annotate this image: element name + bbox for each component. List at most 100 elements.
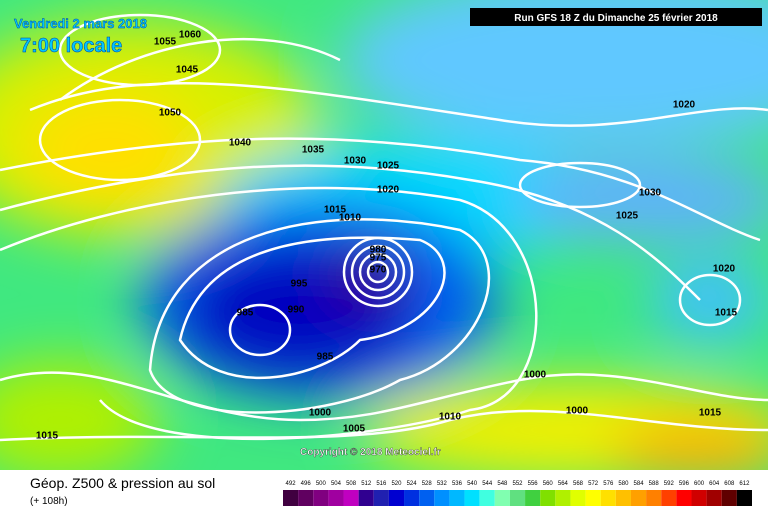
scale-swatch	[736, 490, 752, 506]
isobar-label: 1015	[699, 408, 722, 419]
isobar-label: 1020	[713, 264, 736, 275]
isobar-label: 1010	[339, 213, 362, 224]
isobar-label: 1020	[673, 100, 696, 111]
isobar-label: 1045	[176, 65, 199, 76]
isobar-label: 1030	[344, 156, 367, 167]
scale-label: 612	[739, 481, 750, 487]
date-label: Vendredi 2 mars 2018	[14, 16, 147, 31]
scale-swatch	[706, 490, 722, 506]
scale-label: 576	[603, 481, 614, 487]
isobar-label: 1060	[179, 30, 202, 41]
scale-swatch	[298, 490, 314, 506]
scale-label: 552	[512, 481, 523, 487]
isobar-label: 995	[291, 279, 308, 290]
scale-swatch	[434, 490, 450, 506]
run-box	[470, 8, 762, 26]
scale-label: 564	[558, 481, 569, 487]
scale-swatch	[585, 490, 601, 506]
scale-label: 496	[301, 481, 312, 487]
scale-label: 556	[528, 481, 539, 487]
isobar-label: 1050	[159, 108, 182, 119]
isobar-label: 1000	[524, 370, 547, 381]
scale-swatch	[464, 490, 480, 506]
scale-label: 604	[709, 481, 720, 487]
scale-label: 548	[497, 481, 508, 487]
isobar-label: 975	[370, 253, 387, 264]
scale-label: 608	[724, 481, 735, 487]
scale-swatch	[373, 490, 389, 506]
isobar-label: 1040	[229, 138, 252, 149]
scale-label: 540	[467, 481, 478, 487]
scale-swatch	[630, 490, 647, 506]
isobar-label: 1035	[302, 145, 325, 156]
scale-label: 536	[452, 481, 463, 487]
scale-label: 508	[346, 481, 357, 487]
scale-swatch	[615, 490, 631, 506]
scale-label: 504	[331, 481, 342, 487]
scale-swatch	[646, 490, 662, 506]
scale-swatch	[600, 490, 616, 506]
scale-label: 528	[422, 481, 433, 487]
scale-label: 584	[634, 481, 645, 487]
scale-swatch	[721, 490, 737, 506]
isobar-label: 1015	[324, 205, 347, 216]
copyright: Copyright © 2018 Meteociel.fr	[300, 447, 441, 458]
scale-label: 500	[316, 481, 327, 487]
isobar-label: 1000	[309, 408, 332, 419]
isobar-label: 1020	[377, 185, 400, 196]
time-label: 7:00 locale	[20, 35, 122, 57]
scale-swatch	[525, 490, 541, 506]
isobar-label: 1000	[566, 406, 589, 417]
scale-label: 600	[694, 481, 705, 487]
scale-swatch	[328, 490, 344, 506]
footer-title: Géop. Z500 & pression au sol	[30, 475, 215, 491]
isobar-label: 1015	[36, 431, 59, 442]
scale-label: 532	[437, 481, 448, 487]
scale-swatch	[313, 490, 329, 506]
scale-label: 572	[588, 481, 599, 487]
scale-swatch	[449, 490, 465, 506]
isobar-label: 1025	[377, 161, 400, 172]
scale-label: 580	[618, 481, 629, 487]
scale-swatch	[570, 490, 586, 506]
scale-swatch	[283, 490, 299, 506]
isobar-label: 1005	[343, 424, 366, 435]
field	[0, 0, 768, 470]
scale-label: 516	[376, 481, 387, 487]
scale-swatch	[343, 490, 359, 506]
run-label: Run GFS 18 Z du Dimanche 25 février 2018	[514, 13, 718, 24]
scale-swatch	[661, 490, 677, 506]
isobar-label: 1015	[715, 308, 738, 319]
scale-swatch	[555, 490, 571, 506]
scale-label: 492	[286, 481, 297, 487]
scale-swatch	[388, 490, 405, 506]
scale-swatch	[676, 490, 692, 506]
scale-label: 520	[391, 481, 402, 487]
isobar-label: 1030	[639, 188, 662, 199]
scale-swatch	[419, 490, 435, 506]
scale-swatch	[358, 490, 374, 506]
scale-label: 592	[664, 481, 675, 487]
scale-label: 560	[543, 481, 554, 487]
scale-swatch	[540, 490, 556, 506]
isobar-label: 980	[370, 245, 387, 256]
scale-swatch	[494, 490, 510, 506]
isobar-label: 970	[370, 265, 387, 276]
isobar-label: 1025	[616, 211, 639, 222]
scale-swatch	[479, 490, 495, 506]
isobar-label: 1055	[154, 37, 177, 48]
scale-label: 568	[573, 481, 584, 487]
footer-lead: (+ 108h)	[30, 496, 68, 507]
scale-label: 524	[407, 481, 418, 487]
scale-label: 512	[361, 481, 372, 487]
scale-swatch	[509, 490, 526, 506]
scale-label: 588	[649, 481, 660, 487]
scale-swatch	[404, 490, 420, 506]
isobar-label: 985	[317, 352, 334, 363]
scale-label: 596	[679, 481, 690, 487]
scale-swatch	[691, 490, 707, 506]
scale-label: 544	[482, 481, 493, 487]
isobar-label: 990	[288, 305, 305, 316]
